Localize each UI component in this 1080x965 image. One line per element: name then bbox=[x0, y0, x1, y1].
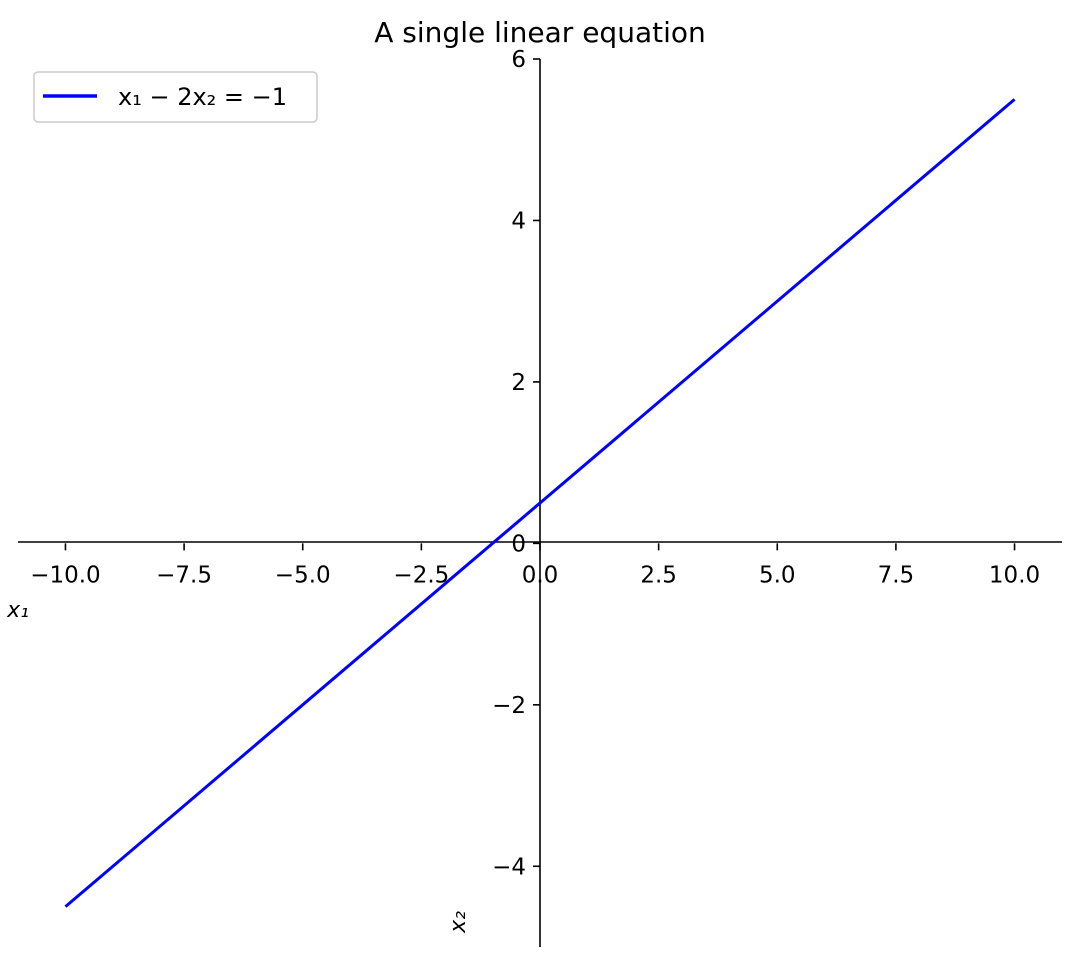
legend: x₁ − 2x₂ = −1 bbox=[33, 71, 318, 123]
y-tick-label: 4 bbox=[511, 208, 526, 234]
y-tick-label: 0 bbox=[511, 531, 526, 557]
y-tick-label: −2 bbox=[492, 693, 526, 719]
x-tick-label: −10.0 bbox=[30, 562, 100, 588]
x-tick-label: 0.0 bbox=[522, 562, 559, 588]
x-tick-label: 5.0 bbox=[759, 562, 796, 588]
x-ticks: −10.0 −7.5 −5.0 −2.5 0.0 2.5 5.0 7.5 10.0 bbox=[30, 543, 1040, 588]
x-tick-label: −2.5 bbox=[393, 562, 449, 588]
y-tick-label: 6 bbox=[511, 47, 526, 73]
y-ticks: −4 −2 0 2 4 6 bbox=[492, 47, 540, 880]
y-tick-label: 2 bbox=[511, 370, 526, 396]
legend-box bbox=[33, 71, 318, 123]
x-tick-label: 7.5 bbox=[878, 562, 915, 588]
y-tick-label: −4 bbox=[492, 854, 526, 880]
x-tick-label: −5.0 bbox=[275, 562, 331, 588]
chart-title: A single linear equation bbox=[374, 16, 706, 49]
series-line-0 bbox=[64, 98, 1016, 908]
series-layer bbox=[64, 98, 1016, 908]
x-tick-label: 10.0 bbox=[989, 562, 1040, 588]
x-tick-label: −7.5 bbox=[156, 562, 212, 588]
x-axis-label: x₁ bbox=[6, 598, 29, 623]
y-axis-label: x₂ bbox=[446, 911, 471, 934]
x-tick-label: 2.5 bbox=[640, 562, 677, 588]
legend-label: x₁ − 2x₂ = −1 bbox=[118, 83, 287, 111]
